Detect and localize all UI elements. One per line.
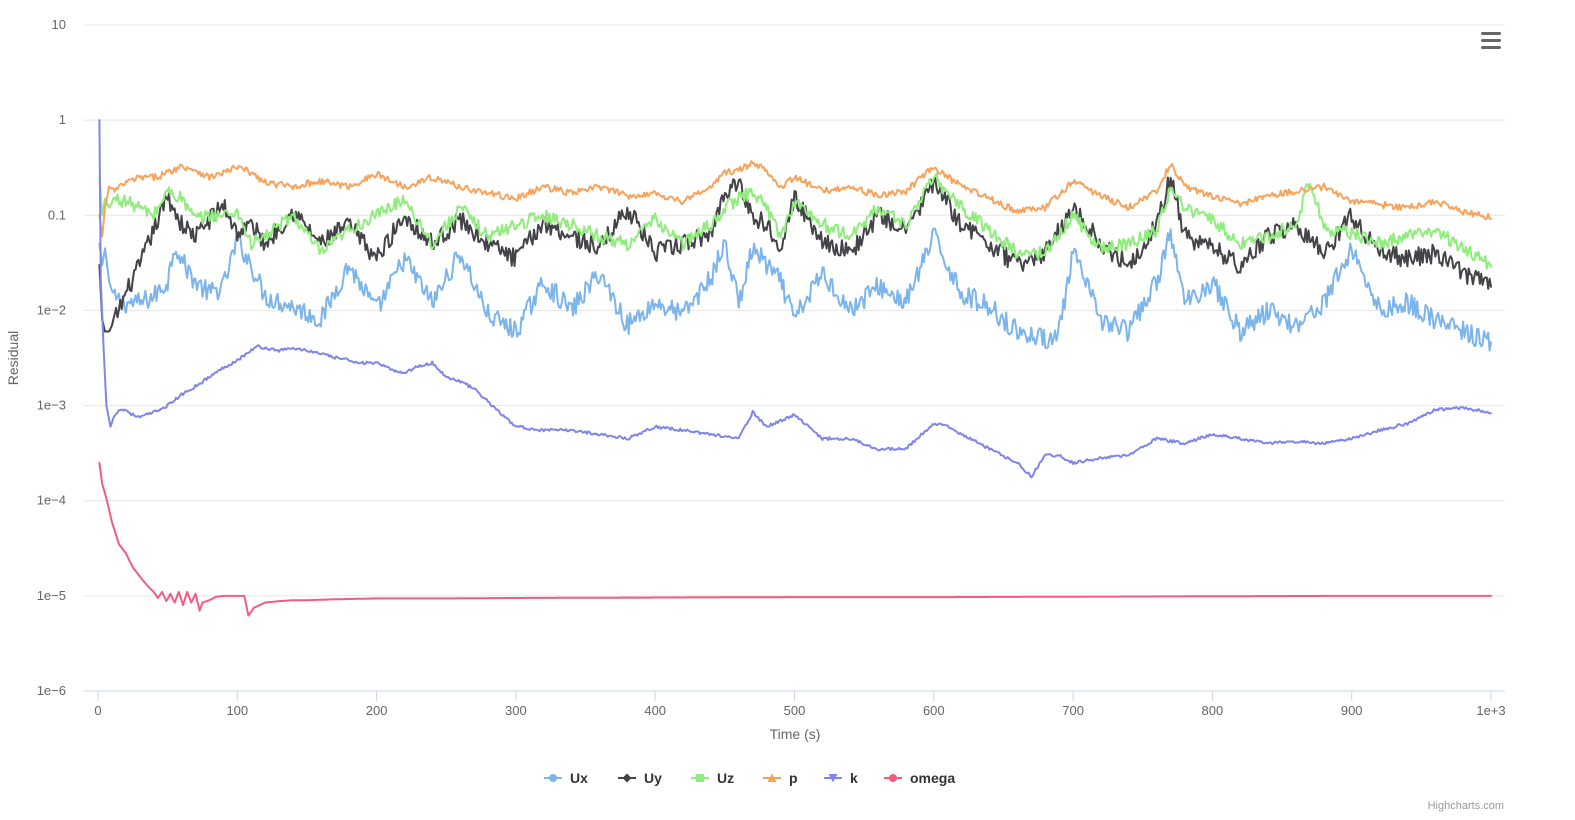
- x-tick-label: 600: [923, 703, 945, 718]
- legend-item-omega[interactable]: omega: [884, 770, 955, 786]
- series-layer: [98, 119, 1492, 617]
- legend-item-Ux[interactable]: Ux: [544, 770, 588, 786]
- legend-label: Uy: [644, 770, 662, 786]
- legend-item-Uy[interactable]: Uy: [618, 770, 662, 786]
- grid-layer: [84, 24, 1505, 597]
- x-tick-label: 700: [1062, 703, 1084, 718]
- legend-label: p: [789, 770, 798, 786]
- y-tick-label: 1e−2: [37, 302, 66, 317]
- legend-label: omega: [910, 770, 955, 786]
- series-line-Ux[interactable]: [98, 227, 1492, 352]
- y-axis-title: Residual: [5, 331, 21, 385]
- series-line-omega[interactable]: [98, 461, 1492, 617]
- x-tick-label: 100: [226, 703, 248, 718]
- x-tick-label: 400: [644, 703, 666, 718]
- x-tick-label: 500: [784, 703, 806, 718]
- legend-label: Uz: [717, 770, 734, 786]
- x-axis-ticks: 0 100 200 300 400 500 600 700 800 900 1e+3: [94, 691, 1506, 718]
- x-tick-label: 200: [366, 703, 388, 718]
- series-line-Uz[interactable]: [98, 172, 1492, 270]
- series-line-p[interactable]: [98, 160, 1492, 238]
- legend-item-p[interactable]: p: [763, 770, 798, 786]
- legend-item-Uz[interactable]: Uz: [691, 770, 734, 786]
- legend-marker-triangle-down: [828, 774, 838, 783]
- x-tick-label: 300: [505, 703, 527, 718]
- legend-label: Ux: [570, 770, 588, 786]
- series-line-Uy[interactable]: [98, 176, 1492, 333]
- legend-marker-circle: [549, 774, 557, 782]
- legend-label: k: [850, 770, 858, 786]
- x-tick-label: 1e+3: [1476, 703, 1505, 718]
- y-tick-label: 1e−6: [37, 683, 66, 698]
- y-tick-label: 1: [59, 112, 66, 127]
- y-tick-label: 1e−4: [37, 493, 66, 508]
- x-tick-label: 900: [1341, 703, 1363, 718]
- legend-marker-diamond: [622, 773, 632, 783]
- y-tick-label: 1e−5: [37, 588, 66, 603]
- legend-marker-triangle: [767, 773, 777, 782]
- y-tick-label: 0.1: [48, 207, 66, 222]
- y-tick-label: 10: [52, 17, 66, 32]
- y-tick-label: 1e−3: [37, 398, 66, 413]
- legend-item-k[interactable]: k: [824, 770, 858, 786]
- x-axis-title: Time (s): [770, 726, 821, 742]
- y-axis-ticks: 10 1 0.1 1e−2 1e−3 1e−4 1e−5 1e−6: [37, 17, 66, 698]
- x-tick-label: 0: [94, 703, 101, 718]
- x-tick-label: 800: [1202, 703, 1224, 718]
- hamburger-menu-icon[interactable]: [1474, 25, 1508, 57]
- legend-marker-square: [696, 774, 704, 782]
- series-line-k[interactable]: [98, 119, 1492, 479]
- legend: Ux Uy Uz p k omega: [544, 770, 955, 786]
- legend-marker-circle: [889, 774, 897, 782]
- credits-link[interactable]: Highcharts.com: [1428, 800, 1504, 812]
